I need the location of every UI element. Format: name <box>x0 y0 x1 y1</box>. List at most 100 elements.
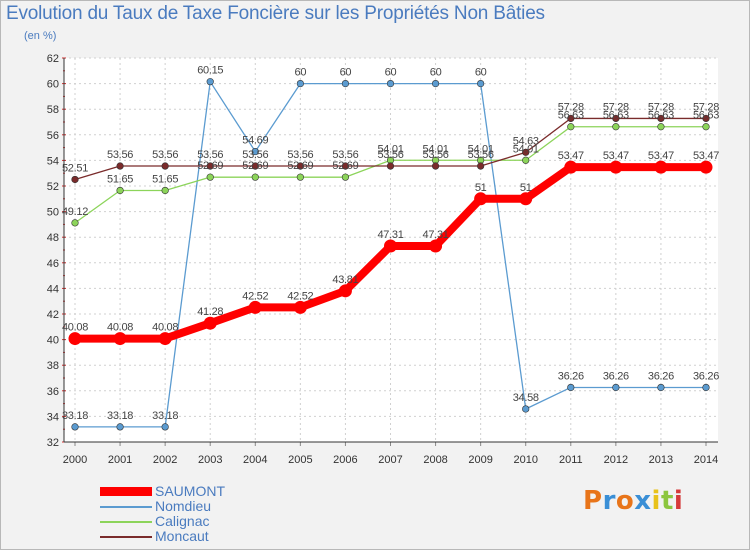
data-point <box>161 423 169 431</box>
data-point <box>386 162 395 170</box>
data-label: 53.56 <box>107 149 133 161</box>
x-tick-label: 2010 <box>513 454 537 466</box>
data-point <box>657 114 665 123</box>
data-label: 53.56 <box>242 149 268 161</box>
data-point <box>116 162 124 170</box>
data-label: 53.56 <box>197 149 223 161</box>
data-label: 60 <box>295 67 307 79</box>
data-label: 43.81 <box>332 274 358 286</box>
y-tick-label: 54 <box>47 155 59 167</box>
data-label: 53.47 <box>693 150 719 162</box>
data-point <box>477 79 485 88</box>
data-point <box>431 162 440 170</box>
data-label: 51 <box>475 182 487 194</box>
data-point <box>116 423 124 431</box>
data-label: 60 <box>385 67 397 79</box>
data-label: 47.31 <box>423 229 449 241</box>
chart-title: Evolution du Taux de Taxe Foncière sur l… <box>6 3 545 24</box>
data-point <box>657 123 665 131</box>
data-label: 53.47 <box>558 150 584 162</box>
x-tick-label: 2014 <box>694 454 718 466</box>
data-label: 54.01 <box>377 143 403 155</box>
data-point <box>702 123 710 131</box>
data-label: 57.28 <box>603 101 629 113</box>
x-tick-label: 2005 <box>288 454 312 466</box>
data-point <box>612 383 620 392</box>
y-tick-label: 62 <box>47 53 59 65</box>
data-point <box>612 114 620 123</box>
data-label: 53.56 <box>377 149 403 161</box>
data-label: 53.56 <box>468 149 494 161</box>
data-point <box>567 383 575 392</box>
data-label: 54.01 <box>513 143 539 155</box>
data-label: 53.47 <box>603 150 629 162</box>
data-label: 53.47 <box>648 150 674 162</box>
data-label: 57.28 <box>558 101 584 113</box>
data-label: 53.56 <box>423 149 449 161</box>
data-point <box>702 114 710 123</box>
data-label: 40.08 <box>107 322 133 334</box>
legend-item-saumont: SAUMONT <box>100 484 320 499</box>
data-label: 33.18 <box>107 410 133 422</box>
data-point <box>384 239 397 253</box>
logo-letter: r <box>602 486 616 516</box>
data-label: 56.63 <box>603 110 629 122</box>
logo-letter: i <box>651 486 661 516</box>
data-point <box>341 162 350 170</box>
x-tick-label: 2009 <box>468 454 492 466</box>
data-label: 52.69 <box>287 160 313 172</box>
data-point <box>71 219 79 227</box>
y-tick-label: 42 <box>47 309 59 321</box>
data-point <box>431 79 440 88</box>
data-point <box>522 148 530 156</box>
data-label: 52.69 <box>197 160 223 172</box>
data-label: 33.18 <box>62 410 88 422</box>
data-point <box>341 173 350 181</box>
x-tick-label: 2002 <box>153 454 177 466</box>
data-point <box>251 173 259 181</box>
x-tick-label: 2011 <box>559 454 583 466</box>
logo-letter: i <box>673 486 684 516</box>
y-tick-label: 52 <box>47 181 59 193</box>
data-point <box>567 114 575 123</box>
legend-swatch <box>100 535 152 538</box>
data-label: 57.28 <box>648 101 674 113</box>
x-tick-label: 2004 <box>243 454 267 466</box>
data-point <box>609 160 623 174</box>
data-label: 57.28 <box>693 101 719 113</box>
data-label: 53.56 <box>152 149 178 161</box>
data-label: 60 <box>340 67 352 79</box>
x-tick-label: 2013 <box>649 454 673 466</box>
data-point <box>519 192 533 206</box>
data-point <box>293 300 307 314</box>
data-point <box>338 284 352 298</box>
data-point <box>341 79 350 88</box>
data-label: 52.69 <box>242 160 268 172</box>
proxiti-logo: Proxiti <box>583 486 683 516</box>
data-label: 60.15 <box>197 65 223 77</box>
data-label: 56.63 <box>648 110 674 122</box>
data-label: 60 <box>475 67 487 79</box>
logo-letter: o <box>615 486 635 516</box>
data-label: 51 <box>520 182 532 194</box>
data-label: 49.12 <box>62 206 88 218</box>
legend-label: Calignac <box>155 513 210 529</box>
data-label: 42.52 <box>287 290 313 302</box>
y-tick-label: 32 <box>47 437 59 449</box>
data-label: 33.18 <box>152 410 178 422</box>
y-tick-label: 50 <box>47 207 59 219</box>
data-label: 52.69 <box>332 160 358 172</box>
legend-item-calignac: Calignac <box>100 514 320 529</box>
data-point <box>206 162 214 170</box>
data-point <box>116 186 124 195</box>
legend-swatch <box>100 505 152 508</box>
data-point <box>71 423 79 431</box>
data-label: 47.31 <box>377 229 403 241</box>
data-label: 52.51 <box>62 162 88 174</box>
data-label: 36.26 <box>558 370 584 382</box>
data-point <box>248 300 262 314</box>
y-tick-label: 60 <box>47 79 59 91</box>
data-label: 53.56 <box>332 149 358 161</box>
data-label: 40.08 <box>152 322 178 334</box>
